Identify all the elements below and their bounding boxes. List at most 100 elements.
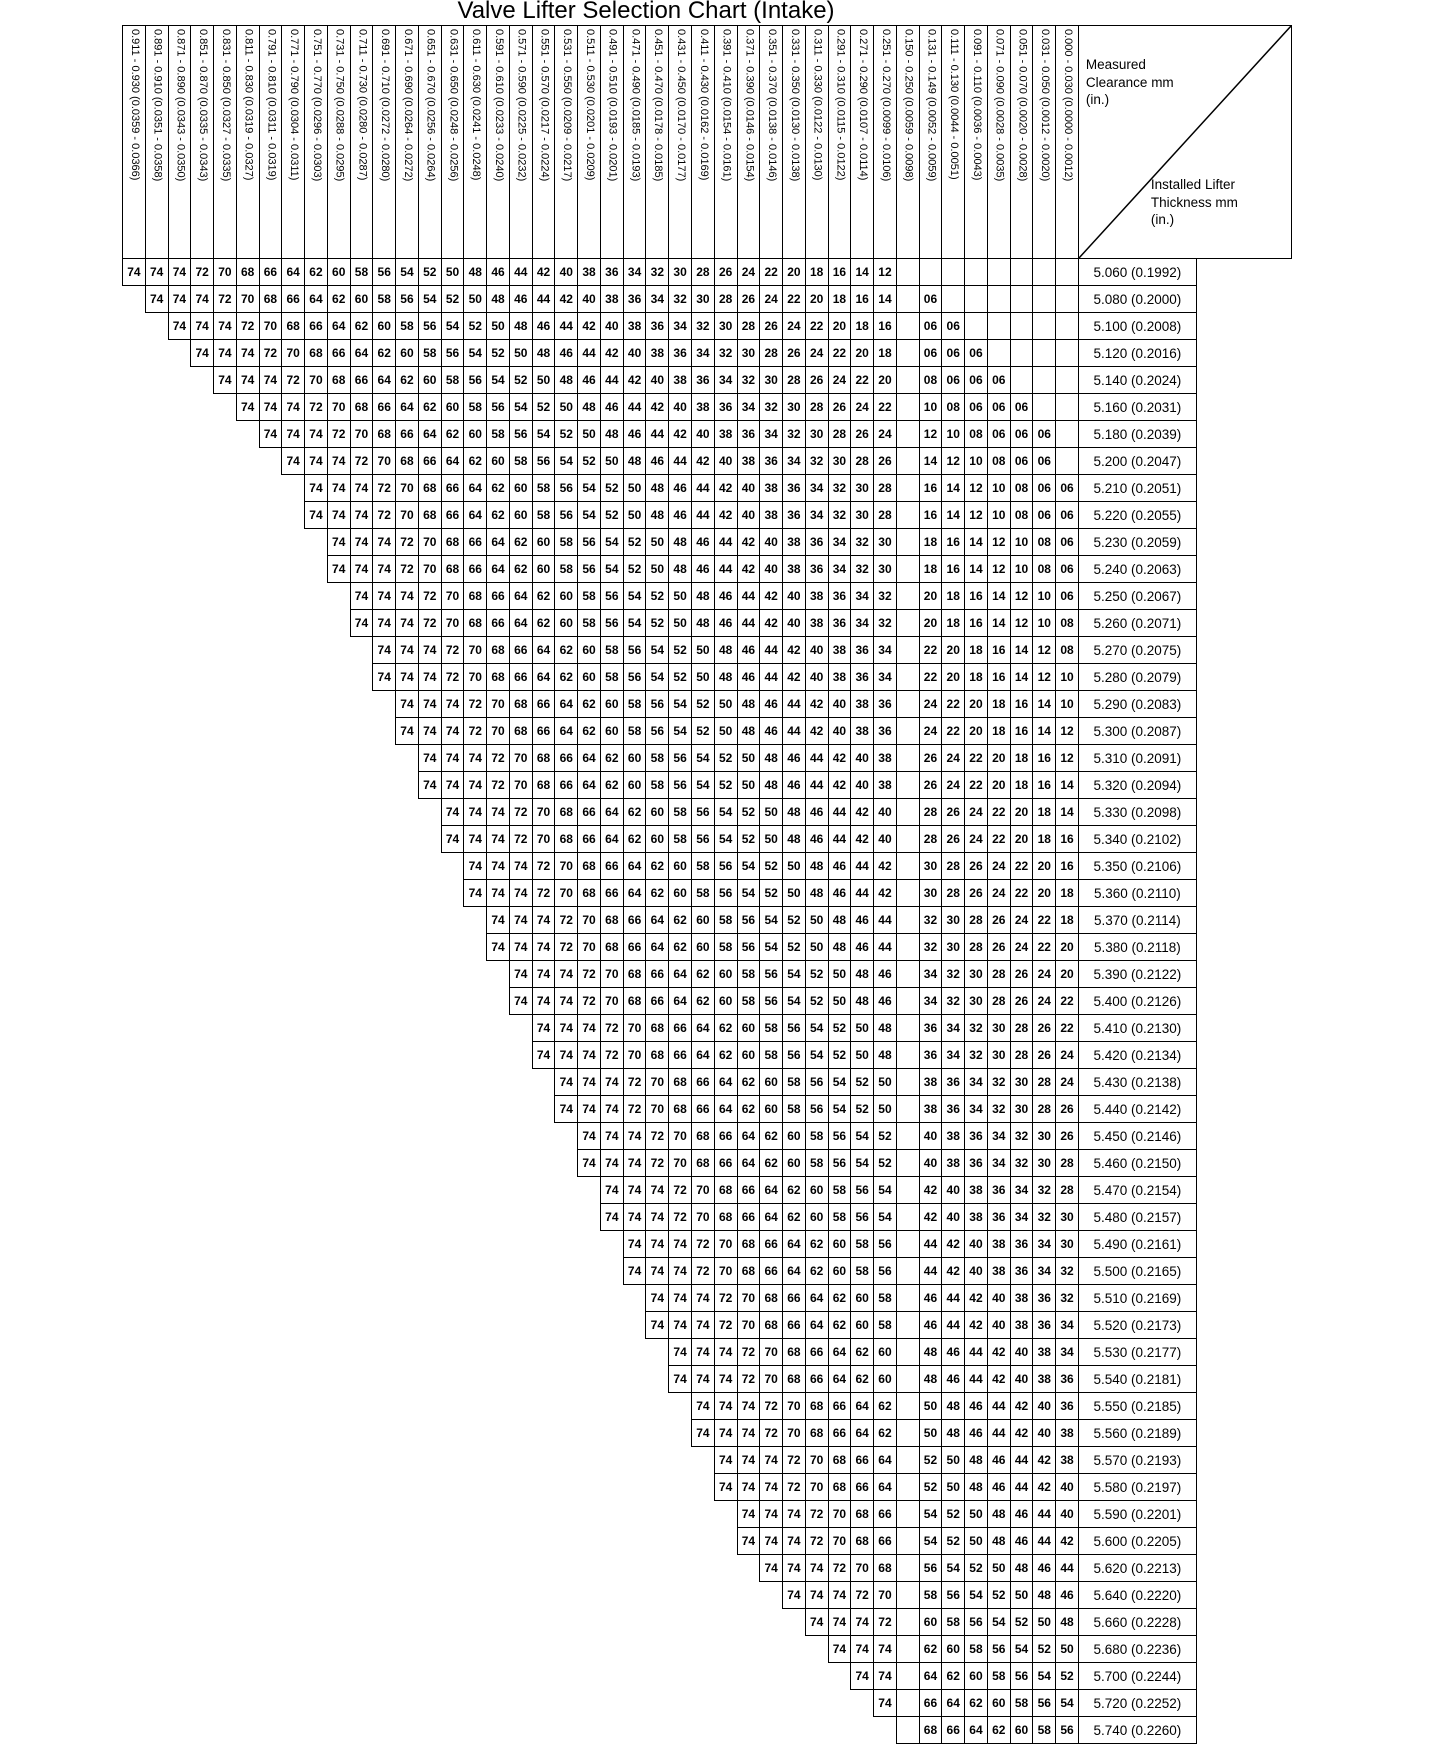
lifter-number-cell: 38 [941,1122,966,1150]
lifter-number-cell: 68 [804,1419,829,1447]
lifter-number-cell: 34 [1055,1311,1079,1339]
lifter-number-cell: 56 [372,258,397,286]
installed-thickness-cell: 5.230 (0.2059) [1077,528,1197,556]
lifter-number-cell: 52 [463,312,488,340]
lifter-number-cell: 64 [554,717,579,745]
lifter-number-cell: 24 [1055,1041,1079,1069]
lifter-number-cell: 46 [873,987,897,1015]
lifter-number-cell: 56 [827,1149,852,1177]
lifter-number-cell: 66 [531,717,556,745]
empty-grid-cell [986,312,1011,340]
lifter-number-cell: 58 [577,582,601,610]
lifter-number-cell: 14 [850,258,875,286]
lifter-number-cell: 74 [326,501,351,529]
lifter-number-cell: 38 [577,258,601,286]
lifter-number-cell: 10 [918,393,943,421]
lifter-number-cell: 44 [599,366,624,394]
diagonal-line [1078,26,1291,258]
lifter-number-cell: 74 [304,501,328,529]
lifter-number-cell: 38 [1055,1446,1079,1474]
lifter-number-cell: 26 [736,285,761,313]
lifter-number-cell: 66 [599,852,624,880]
lifter-number-cell: 52 [622,528,647,556]
lifter-number-cell: 74 [668,1230,692,1258]
lifter-number-cell: 32 [1032,1203,1057,1231]
lifter-number-cell: 56 [691,825,715,853]
lifter-number-cell: 70 [782,1419,806,1447]
lifter-number-cell: 72 [417,582,442,610]
lifter-number-cell: 34 [986,1149,1011,1177]
lifter-number-cell: 56 [713,852,738,880]
lifter-number-cell: 52 [736,825,761,853]
lifter-number-cell: 52 [1009,1608,1034,1636]
empty-grid-cell [895,1500,920,1528]
lifter-number-cell: 34 [964,1068,988,1096]
lifter-number-cell: 62 [372,339,397,367]
lifter-number-cell: 40 [1055,1473,1079,1501]
lifter-number-cell: 30 [850,474,875,502]
lifter-number-cell: 30 [941,933,966,961]
lifter-number-cell: 68 [759,1311,784,1339]
lifter-number-cell: 22 [850,366,875,394]
lifter-number-cell: 28 [759,339,784,367]
lifter-number-cell: 40 [782,582,806,610]
lifter-number-cell: 68 [645,1014,670,1042]
lifter-number-cell: 52 [691,690,715,718]
lifter-number-cell: 50 [599,447,624,475]
empty-grid-cell [895,1068,920,1096]
lifter-number-cell: 40 [850,771,875,799]
lifter-number-cell: 70 [804,1446,829,1474]
lifter-number-cell: 30 [850,501,875,529]
lifter-number-cell: 70 [782,1392,806,1420]
lifter-number-cell: 32 [1009,1122,1034,1150]
lifter-number-cell: 64 [691,1041,715,1069]
lifter-number-cell: 58 [622,690,647,718]
installed-thickness-cell: 5.660 (0.2228) [1077,1608,1197,1636]
lifter-number-cell: 34 [804,474,829,502]
lifter-number-cell: 48 [668,528,692,556]
installed-thickness-cell: 5.310 (0.2091) [1077,744,1197,772]
empty-grid-cell [1055,339,1079,367]
lifter-number-cell: 74 [281,420,306,448]
lifter-number-cell: 62 [850,1365,875,1393]
clearance-column-header: 0.331 - 0.350 (0.0130 - 0.0138) [782,25,806,259]
lifter-number-cell: 48 [508,312,533,340]
lifter-number-cell: 66 [668,1041,692,1069]
lifter-number-cell: 56 [577,555,601,583]
lifter-number-cell: 60 [964,1662,988,1690]
lifter-number-cell: 32 [941,987,966,1015]
lifter-number-cell: 06 [1055,501,1079,529]
lifter-number-cell: 38 [941,1149,966,1177]
lifter-number-cell: 72 [782,1473,806,1501]
empty-grid-cell [895,447,920,475]
lifter-number-cell: 30 [918,852,943,880]
lifter-number-cell: 72 [190,258,215,286]
lifter-number-cell: 50 [759,825,784,853]
lifter-number-cell: 16 [964,582,988,610]
lifter-number-cell: 36 [827,609,852,637]
lifter-number-cell: 10 [1032,582,1057,610]
lifter-number-cell: 74 [873,1689,897,1717]
lifter-number-cell: 72 [463,717,488,745]
lifter-number-cell: 46 [759,690,784,718]
lifter-number-cell: 54 [713,825,738,853]
lifter-number-cell: 22 [986,825,1011,853]
clearance-column-header: 0.411 - 0.430 (0.0162 - 0.0169) [691,25,715,259]
lifter-number-cell: 60 [645,798,670,826]
lifter-number-cell: 14 [1009,663,1034,691]
clearance-column-header: 0.811 - 0.830 (0.0319 - 0.0327) [235,25,260,259]
lifter-number-cell: 42 [964,1311,988,1339]
lifter-number-cell: 44 [941,1284,966,1312]
lifter-number-cell: 50 [1009,1581,1034,1609]
lifter-number-cell: 28 [1009,1041,1034,1069]
lifter-number-cell: 74 [144,258,169,286]
lifter-number-cell: 74 [508,960,533,988]
lifter-number-cell: 40 [622,339,647,367]
lifter-number-cell: 46 [577,366,601,394]
lifter-number-cell: 38 [713,420,738,448]
lifter-number-cell: 60 [417,366,442,394]
lifter-number-cell: 38 [1055,1419,1079,1447]
lifter-number-cell: 64 [850,1392,875,1420]
lifter-number-cell: 60 [713,987,738,1015]
lifter-number-cell: 62 [599,771,624,799]
